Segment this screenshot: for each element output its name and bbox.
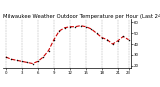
Text: Milwaukee Weather Outdoor Temperature per Hour (Last 24 Hours): Milwaukee Weather Outdoor Temperature pe… <box>3 14 160 19</box>
